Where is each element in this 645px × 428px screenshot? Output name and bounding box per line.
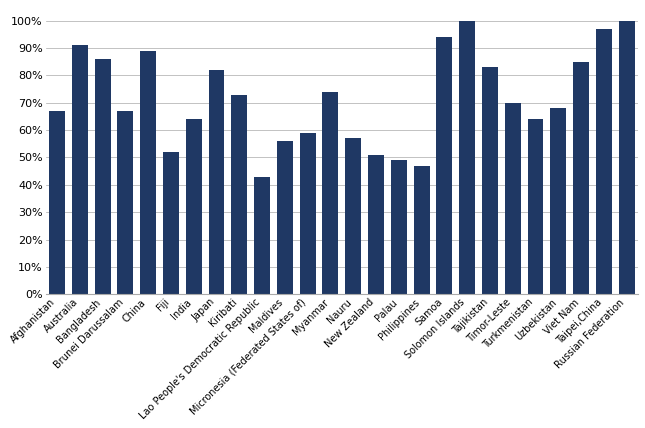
Bar (72, 45, 88, 294)
Bar (254, 177, 270, 294)
Bar (117, 111, 134, 294)
Bar (619, 21, 635, 294)
Bar (573, 62, 589, 294)
Bar (300, 133, 315, 294)
Bar (391, 160, 407, 294)
Bar (482, 67, 498, 294)
Bar (368, 155, 384, 294)
Bar (322, 92, 339, 294)
Bar (437, 37, 452, 294)
Bar (550, 108, 566, 294)
Bar (95, 59, 110, 294)
Bar (186, 119, 202, 294)
Bar (140, 51, 156, 294)
Bar (208, 70, 224, 294)
Bar (505, 103, 521, 294)
Bar (277, 141, 293, 294)
Bar (232, 95, 247, 294)
Bar (528, 119, 544, 294)
Bar (345, 138, 361, 294)
Bar (163, 152, 179, 294)
Bar (459, 21, 475, 294)
Bar (596, 29, 612, 294)
Bar (413, 166, 430, 294)
Bar (49, 111, 65, 294)
